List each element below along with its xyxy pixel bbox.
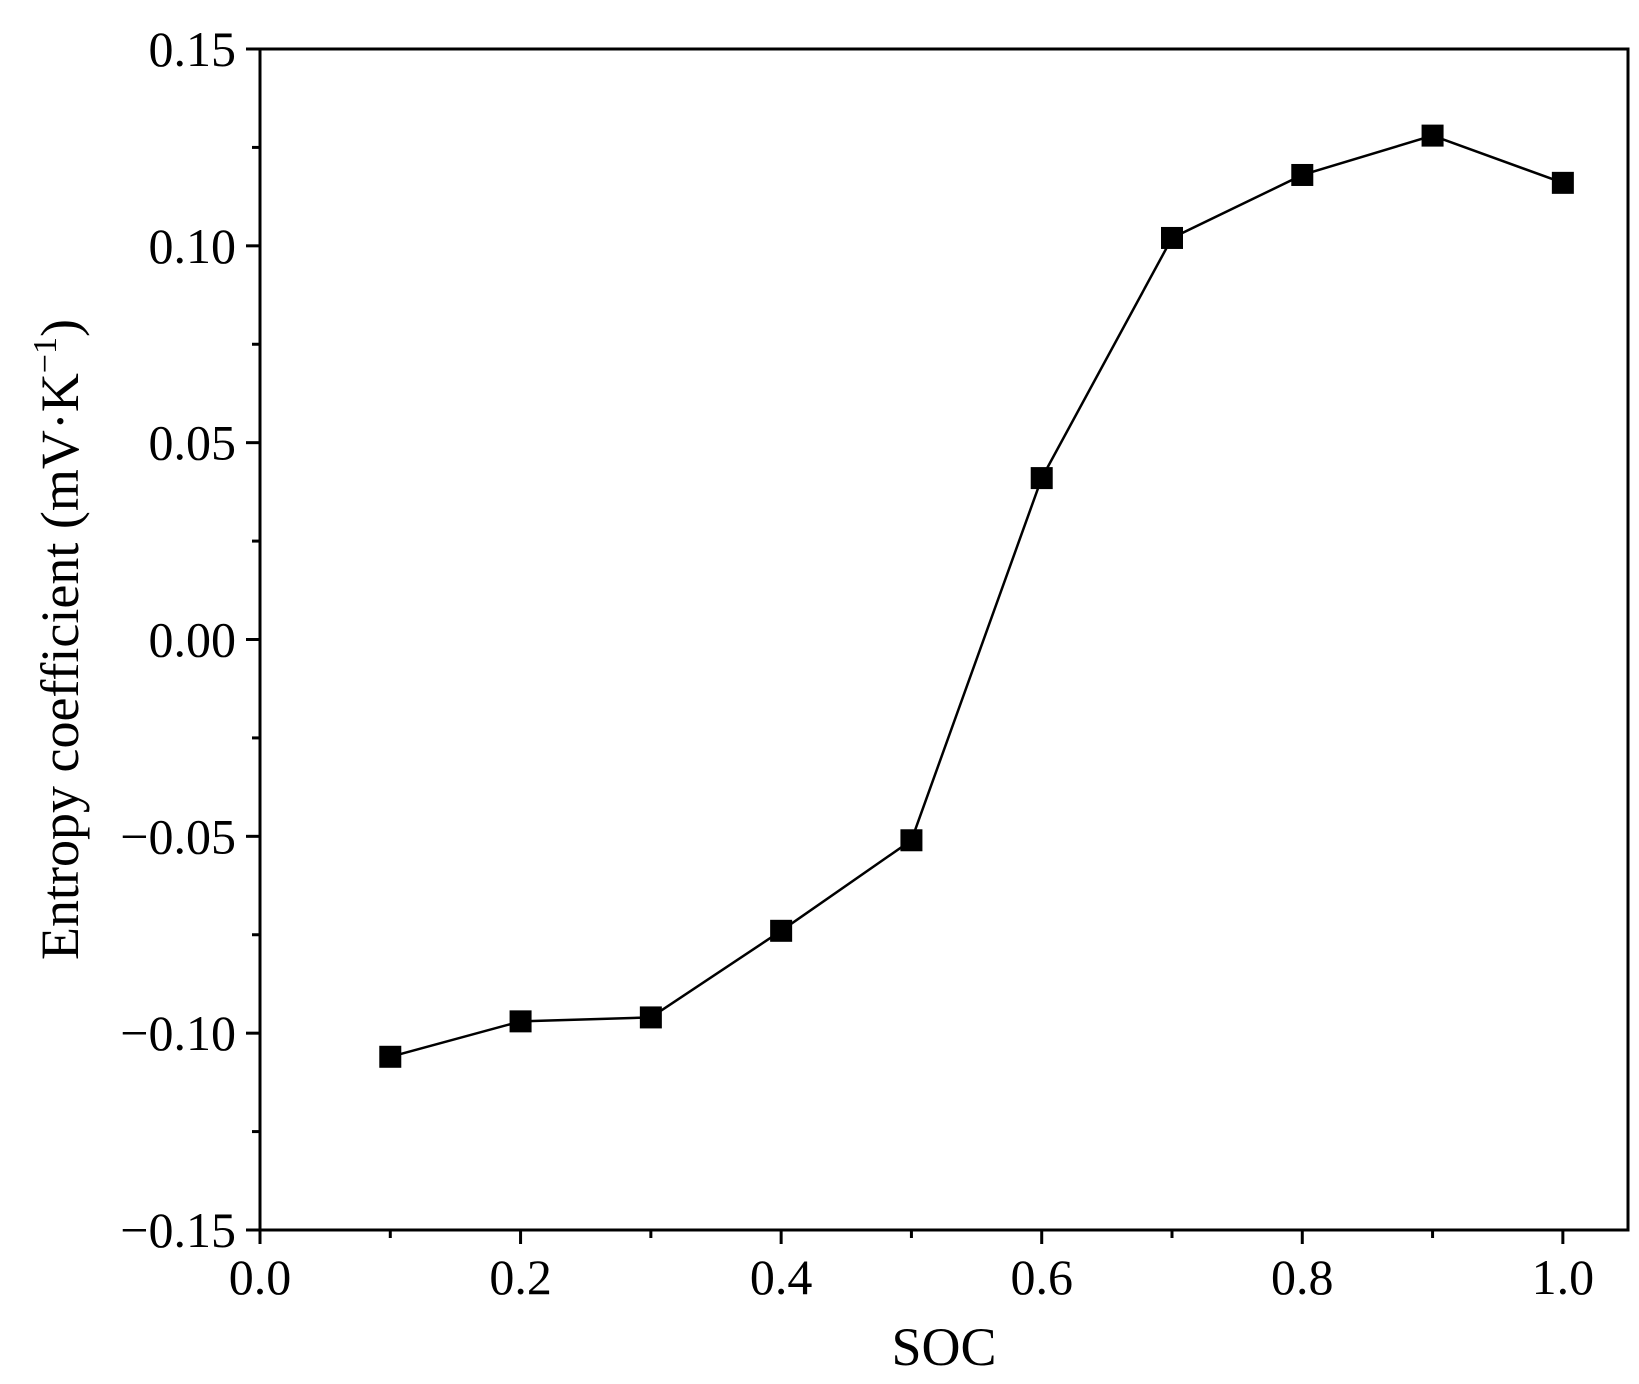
y-tick-label: 0.05: [149, 415, 237, 471]
plot-frame: [258, 47, 1630, 1232]
y-tick-label: 0.10: [149, 218, 237, 274]
x-tick-label: 0.6: [1010, 1249, 1073, 1305]
y-axis-title-text: Entropy coefficient (mV·K: [30, 373, 90, 960]
data-point: [900, 829, 923, 852]
data-point: [1551, 171, 1574, 194]
y-axis-title-close: ): [30, 319, 90, 337]
y-tick-label: 0.15: [149, 21, 237, 77]
data-point: [1161, 226, 1183, 249]
x-tick-label: 0.2: [489, 1249, 552, 1305]
y-tick-label: −0.10: [120, 1005, 236, 1061]
data-point: [1291, 163, 1314, 186]
x-axis-title: SOC: [891, 1317, 996, 1377]
y-tick-label: 0.00: [149, 612, 237, 668]
y-axis-title: Entropy coefficient (mV·K−1): [27, 319, 90, 960]
data-point: [509, 1010, 532, 1033]
x-tick-label: 0.4: [750, 1249, 813, 1305]
y-tick-label: −0.05: [120, 808, 236, 864]
data-point: [379, 1045, 402, 1068]
x-tick-label: 0.0: [229, 1249, 292, 1305]
y-tick-label: −0.15: [120, 1202, 236, 1258]
data-point: [1421, 124, 1444, 147]
series-line: [389, 134, 1564, 1058]
x-tick-label: 0.8: [1271, 1249, 1334, 1305]
y-axis-title-superscript: −1: [27, 337, 64, 373]
data-point: [1030, 467, 1053, 490]
data-point: [639, 1006, 662, 1029]
x-tick-label: 1.0: [1532, 1249, 1595, 1305]
data-point: [770, 919, 793, 942]
